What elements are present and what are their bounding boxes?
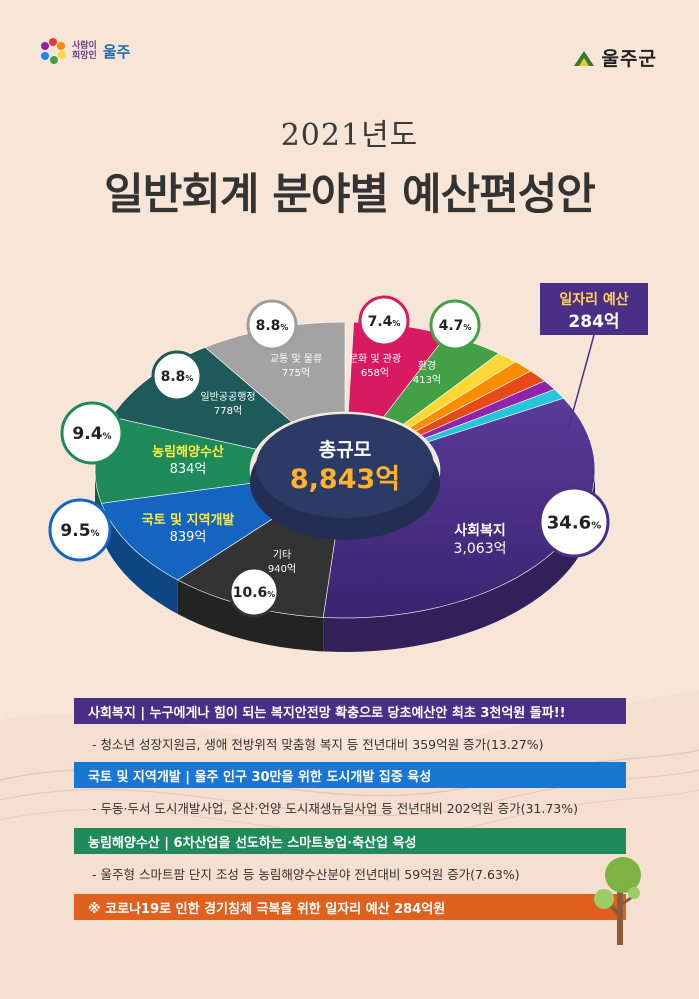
slice-name-문화-및-관광: 문화 및 관광 <box>349 353 401 365</box>
slice-value-기타: 940억 <box>268 563 296 575</box>
tree-illustration <box>594 857 641 945</box>
percent-badge-문화-및-관광 <box>358 295 410 347</box>
slice-name-농림해양수산: 농림해양수산 <box>152 444 224 460</box>
donut-segments <box>94 321 596 652</box>
section-desc-social: - 청소년 성장지원금, 생애 전방위적 맞춤형 복지 등 전년대비 359억원… <box>92 737 544 752</box>
slogan-logo-icon <box>40 38 66 64</box>
percent-badge-기타 <box>228 566 280 618</box>
year-title: 2021년도 <box>280 118 419 153</box>
slogan-top: 사람이 <box>72 41 97 51</box>
slice-value-교통-및-물류: 775억 <box>282 367 310 379</box>
slice-value-농림해양수산: 834억 <box>170 462 207 477</box>
slice-name-사회복지: 사회복지 <box>454 523 506 539</box>
percent-badge-교통-및-물류 <box>246 299 298 351</box>
section-desc-agri: - 울주형 스마트팜 단지 조성 등 농림해양수산분야 전년대비 59억원 증가… <box>92 867 520 882</box>
percent-text-사회복지: 34.6% <box>547 512 601 533</box>
center-disk <box>256 414 434 518</box>
section-desc-land: - 두동·두서 도시개발사업, 온산·언양 도시재생뉴딜사업 등 전년대비 20… <box>92 801 578 816</box>
callout-value: 284억 <box>568 312 619 332</box>
slogan-name: 울주 <box>102 42 131 61</box>
section-bar-social: 사회복지 | 누구에게나 힘이 되는 복지안전망 확충으로 당초예산안 최초 3… <box>74 698 626 724</box>
callout-label: 일자리 예산 <box>559 291 628 308</box>
percent-text-국토-및-지역개발: 9.5% <box>60 521 99 541</box>
org-logo: 울주군 <box>572 44 657 71</box>
slice-name-국토-및-지역개발: 국토 및 지역개발 <box>142 512 235 528</box>
section-bar-land: 국토 및 지역개발 | 울주 인구 30만을 위한 도시개발 집중 육성 <box>74 762 626 788</box>
center-label: 총규모 <box>319 439 371 461</box>
slogan-logo: 사람이 희망인 울주 <box>40 38 130 64</box>
percent-badge-일반공공행정 <box>151 350 203 402</box>
percent-text-농림해양수산: 9.4% <box>72 424 111 444</box>
slice-value-일반공공행정: 778억 <box>214 405 242 417</box>
slice-value-국토-및-지역개발: 839억 <box>170 530 207 545</box>
slice-name-일반공공행정: 일반공공행정 <box>200 391 255 403</box>
percent-text-환경: 4.7% <box>439 318 472 334</box>
callout-box <box>540 283 648 335</box>
percent-badge-환경 <box>429 299 481 351</box>
percent-badge-국토-및-지역개발 <box>48 498 112 562</box>
mountain-emblem-icon <box>573 50 594 66</box>
slice-value-환경: 413억 <box>413 374 441 386</box>
center-value: 8,843억 <box>290 464 400 495</box>
section-bar-jobs: ※ 코로나19로 인한 경기침체 극복을 위한 일자리 예산 284억원 <box>74 894 626 920</box>
slice-name-교통-및-물류: 교통 및 물류 <box>270 353 322 365</box>
percent-text-교통-및-물류: 8.8% <box>256 318 289 334</box>
percent-text-기타: 10.6% <box>233 585 276 601</box>
percent-badge-농림해양수산 <box>60 401 124 465</box>
percent-text-문화-및-관광: 7.4% <box>368 314 401 330</box>
percent-badge-사회복지 <box>538 486 610 558</box>
org-name: 울주군 <box>601 48 657 70</box>
slice-name-환경: 환경 <box>418 359 436 372</box>
slogan-bottom: 희망인 <box>72 51 97 61</box>
callout-line <box>567 334 595 431</box>
slice-name-기타: 기타 <box>273 549 291 561</box>
slice-value-문화-및-관광: 658억 <box>361 367 389 379</box>
percent-text-일반공공행정: 8.8% <box>161 369 194 385</box>
donut-side-국토-및-지역개발 <box>101 503 178 614</box>
slice-value-사회복지: 3,063억 <box>454 541 507 557</box>
donut-side-사회복지 <box>323 470 595 652</box>
main-title: 일반회계 분야별 예산편성안 <box>104 170 596 220</box>
section-bar-agri: 농림해양수산 | 6차산업을 선도하는 스마트농업·축산업 육성 <box>74 828 626 854</box>
